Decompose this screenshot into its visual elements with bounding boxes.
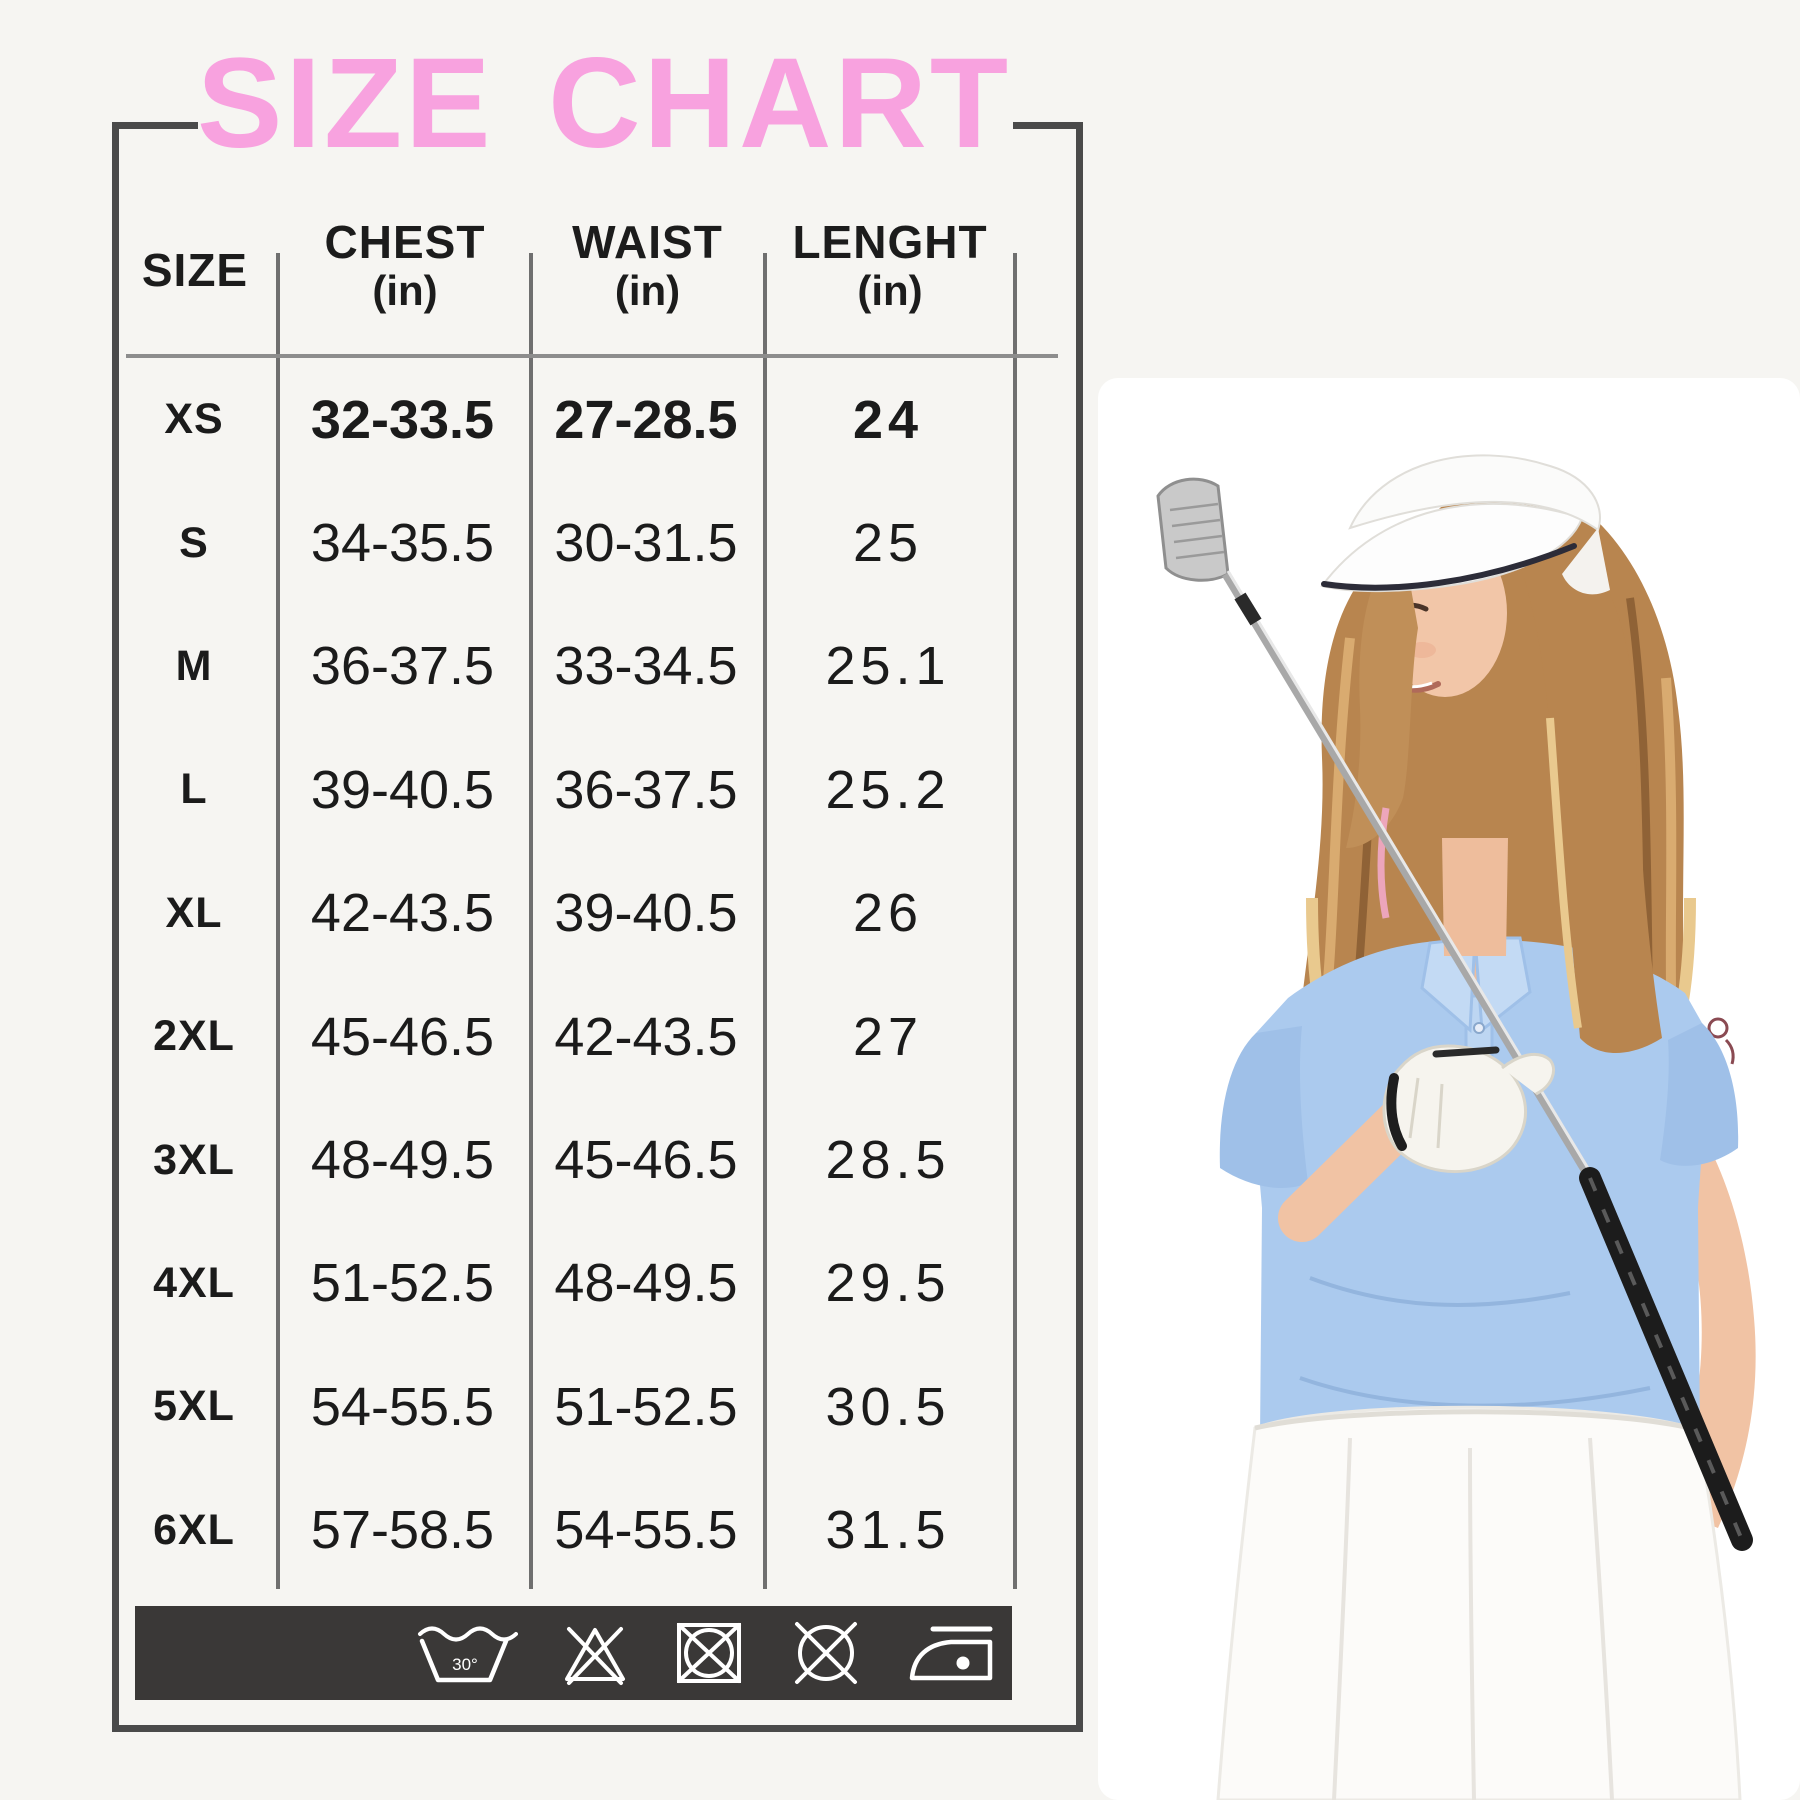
size-cell: 2XL bbox=[153, 1012, 235, 1061]
waist-cell: 42-43.5 bbox=[554, 1006, 738, 1067]
column-divider bbox=[763, 253, 767, 1589]
column-divider bbox=[529, 253, 533, 1589]
waist-cell: 45-46.5 bbox=[554, 1130, 738, 1191]
waist-cell: 27-28.5 bbox=[554, 389, 738, 450]
chest-cell: 42-43.5 bbox=[310, 883, 495, 944]
chest-cell: 34-35.5 bbox=[310, 513, 495, 574]
waist-cell: 36-37.5 bbox=[554, 759, 738, 820]
chest-cell: 54-55.5 bbox=[310, 1376, 495, 1437]
column-divider bbox=[276, 253, 280, 1589]
waist-cell: 51-52.5 bbox=[554, 1376, 738, 1437]
size-cell: S bbox=[179, 518, 209, 567]
length-cell: 25.2 bbox=[825, 759, 951, 820]
size-table: XS 32-33.5 27-28.5 24 S 34-35.5 30-31.5 … bbox=[112, 122, 1076, 1725]
do-not-bleach-icon bbox=[565, 1627, 625, 1685]
chest-cell: 48-49.5 bbox=[310, 1130, 495, 1191]
length-cell: 30.5 bbox=[825, 1376, 951, 1437]
length-cell: 29.5 bbox=[825, 1253, 951, 1314]
waist-cell: 39-40.5 bbox=[554, 883, 738, 944]
frame-border-left bbox=[112, 122, 119, 1732]
size-cell: XS bbox=[164, 395, 224, 444]
frame-border-bottom bbox=[112, 1725, 1083, 1732]
frame-border-top-left bbox=[112, 122, 198, 129]
svg-text:30°: 30° bbox=[452, 1655, 478, 1674]
iron-low-icon bbox=[909, 1626, 993, 1681]
chest-cell: 57-58.5 bbox=[310, 1500, 495, 1561]
size-cell: M bbox=[175, 641, 213, 690]
chest-cell: 39-40.5 bbox=[310, 759, 495, 820]
length-cell: 31.5 bbox=[825, 1500, 951, 1561]
column-header-waist: WAIST (in) bbox=[572, 216, 723, 314]
column-header-chest: CHEST (in) bbox=[324, 216, 486, 314]
page-title: SIZE CHART bbox=[197, 32, 1011, 175]
frame-border-right bbox=[1076, 122, 1083, 1732]
care-instructions-bar: 30° bbox=[135, 1606, 1012, 1700]
header-divider bbox=[126, 354, 1058, 358]
waist-cell: 48-49.5 bbox=[554, 1253, 738, 1314]
do-not-dry-clean-icon bbox=[795, 1622, 857, 1684]
do-not-tumble-dry-icon bbox=[677, 1623, 741, 1683]
column-header-size: SIZE bbox=[141, 244, 249, 296]
length-cell: 26 bbox=[852, 883, 924, 944]
column-header-length: LENGHT (in) bbox=[792, 216, 988, 314]
frame-border-top-right bbox=[1013, 122, 1083, 129]
length-cell: 24 bbox=[852, 389, 924, 450]
chest-cell: 32-33.5 bbox=[310, 389, 495, 450]
column-divider bbox=[1013, 253, 1017, 1589]
length-cell: 27 bbox=[852, 1006, 924, 1067]
length-cell: 25 bbox=[852, 513, 924, 574]
waist-cell: 54-55.5 bbox=[554, 1500, 738, 1561]
chest-cell: 36-37.5 bbox=[310, 636, 495, 697]
length-cell: 25.1 bbox=[825, 636, 951, 697]
waist-cell: 33-34.5 bbox=[554, 636, 738, 697]
size-cell: 4XL bbox=[153, 1258, 235, 1307]
waist-cell: 30-31.5 bbox=[554, 513, 738, 574]
size-cell: 3XL bbox=[153, 1135, 235, 1184]
size-cell: 5XL bbox=[153, 1382, 235, 1431]
size-cell: 6XL bbox=[153, 1505, 235, 1554]
chest-cell: 45-46.5 bbox=[310, 1006, 495, 1067]
length-cell: 28.5 bbox=[825, 1130, 951, 1191]
size-cell: L bbox=[180, 765, 208, 814]
wash-30-icon: 30° bbox=[418, 1626, 518, 1683]
size-cell: XL bbox=[165, 888, 223, 937]
chest-cell: 51-52.5 bbox=[310, 1253, 495, 1314]
woman-golfer-photo bbox=[1098, 378, 1800, 1800]
